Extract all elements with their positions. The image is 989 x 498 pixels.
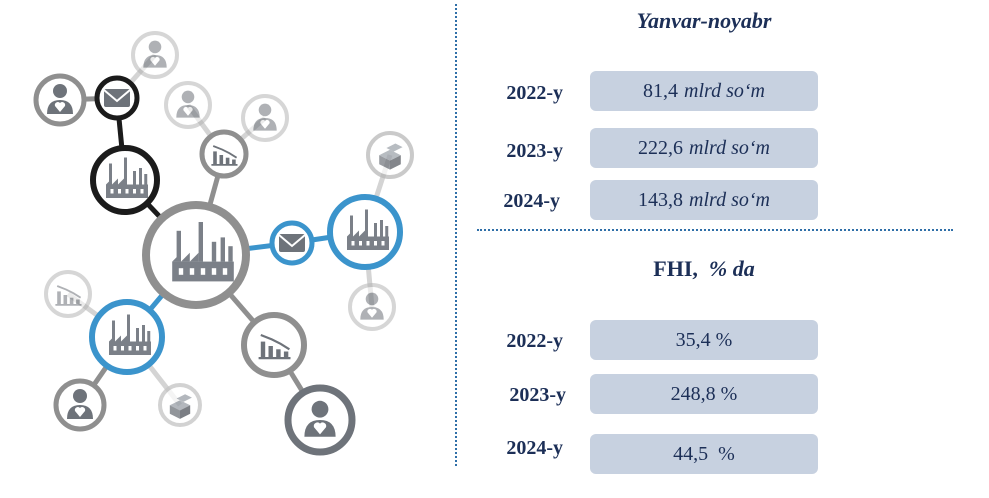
section-heading-fhi: FHI, % da [590, 256, 818, 282]
node-person-light [241, 94, 289, 142]
value-number: 44,5 % [673, 442, 735, 465]
value-unit: mlrd so‘m [684, 79, 765, 102]
value-number: 143,8 [638, 188, 684, 211]
node-person-light [131, 31, 179, 79]
node-boxes-light [158, 383, 202, 427]
year-label-2024: 2024-y [503, 190, 560, 212]
node-envelope-blue [269, 220, 315, 266]
fhi-value-box-2023: 248,8 % [590, 374, 818, 414]
node-chart-light [44, 270, 92, 318]
value-box-2024: 143,8 mlrd so‘m [590, 180, 818, 220]
envelope-icon [103, 88, 131, 108]
value-number: 222,6 [638, 136, 684, 159]
node-factory-blue-left [89, 299, 165, 375]
node-factory-black [90, 145, 160, 215]
node-person-gray [53, 378, 107, 432]
node-center-factory [142, 201, 250, 309]
year-label-2022: 2022-y [506, 82, 563, 104]
node-envelope-black [94, 75, 140, 121]
horizontal-divider [477, 229, 953, 231]
node-person-gray-dark [284, 384, 356, 456]
network-illustration [33, 31, 414, 456]
section-heading-period: Yanvar-noyabr [636, 8, 772, 33]
node-factory-blue [327, 194, 403, 270]
value-box-2023: 222,6 mlrd so‘m [590, 128, 818, 168]
envelope-icon [278, 233, 306, 253]
node-person-gray [33, 73, 87, 127]
year-label-2023: 2023-y [506, 140, 563, 162]
node-boxes-light [366, 131, 414, 179]
value-unit: mlrd so‘m [689, 188, 770, 211]
node-chart-gray [199, 129, 249, 179]
heading-main: FHI, [653, 256, 698, 281]
fhi-year-label-2022: 2022-y [506, 330, 563, 352]
node-person-light [348, 283, 396, 331]
fhi-year-label-2024: 2024-y [506, 437, 563, 459]
value-number: 81,4 [643, 79, 679, 102]
node-chart-gray [241, 312, 307, 378]
heading-unit: % da [708, 256, 755, 281]
fhi-value-box-2022: 35,4 % [590, 320, 818, 360]
value-unit: mlrd so‘m [689, 136, 770, 159]
fhi-value-box-2024: 44,5 % [590, 434, 818, 474]
node-person-light [164, 81, 212, 129]
vertical-divider [455, 4, 457, 466]
fhi-year-label-2023: 2023-y [509, 384, 566, 406]
value-box-2022: 81,4 mlrd so‘m [590, 71, 818, 111]
